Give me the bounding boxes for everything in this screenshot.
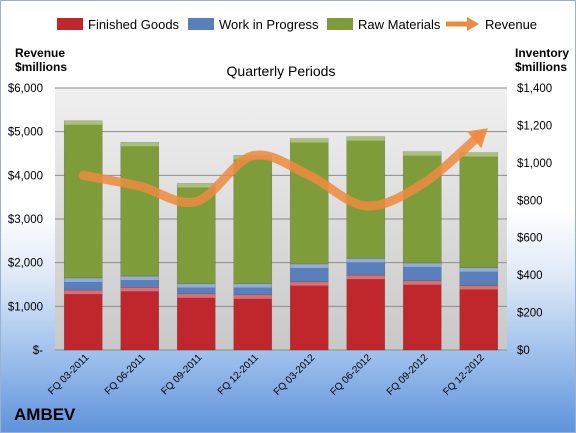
left-tick-label: $1,000 bbox=[8, 301, 43, 313]
category-label: FQ 09-2012 bbox=[385, 352, 431, 398]
bar-highlight-raw-materials bbox=[459, 152, 498, 157]
bar-highlight-work-in-progress bbox=[290, 263, 329, 268]
bar-raw-materials bbox=[233, 155, 273, 284]
bar-finished-goods bbox=[289, 281, 329, 351]
bar-finished-goods bbox=[120, 287, 160, 351]
category-label: FQ 03-2011 bbox=[46, 352, 91, 397]
right-tick-label: $200 bbox=[517, 308, 543, 320]
legend-item-revenue: Revenue bbox=[446, 17, 537, 32]
bar-highlight-raw-materials bbox=[64, 120, 103, 125]
bar-finished-goods bbox=[233, 294, 273, 351]
legend-label-work-in-progress: Work in Progress bbox=[219, 17, 319, 32]
bar-highlight-finished-goods bbox=[177, 293, 216, 298]
legend-label-raw-materials: Raw Materials bbox=[358, 17, 441, 32]
left-tick-label: $6,000 bbox=[8, 83, 43, 95]
bar-highlight-raw-materials bbox=[403, 151, 442, 156]
right-tick-label: $1,000 bbox=[517, 158, 552, 170]
right-tick-label: $1,400 bbox=[517, 83, 552, 95]
right-tick-label: $400 bbox=[517, 270, 543, 282]
bar-highlight-finished-goods bbox=[290, 281, 329, 286]
bar-highlight-raw-materials bbox=[346, 136, 385, 141]
bar-finished-goods bbox=[459, 285, 499, 351]
right-axis-ticks: $0 $200 $400 $600 $800 $1,000 $1,200 $1,400 bbox=[517, 83, 552, 357]
bar-highlight-finished-goods bbox=[120, 287, 159, 292]
bar-highlight-finished-goods bbox=[64, 290, 103, 295]
right-tick-label: $1,200 bbox=[517, 120, 552, 132]
category-labels: FQ 03-2011 FQ 06-2011 FQ 09-2011 FQ 12-2011… bbox=[46, 352, 487, 398]
bar-highlight-work-in-progress bbox=[177, 283, 216, 288]
legend-item-work-in-progress: Work in Progress bbox=[188, 17, 319, 32]
legend-arrow-revenue bbox=[467, 17, 479, 31]
bar-highlight-finished-goods bbox=[346, 275, 385, 280]
bar-highlight-raw-materials bbox=[177, 183, 216, 188]
bar-raw-materials bbox=[459, 152, 499, 268]
bar-work-in-progress bbox=[120, 275, 160, 288]
legend-item-finished-goods: Finished Goods bbox=[57, 17, 180, 32]
right-axis-title-line1: Inventory bbox=[515, 46, 569, 60]
category-label: FQ 06-2011 bbox=[103, 352, 148, 397]
legend-swatch-raw-materials bbox=[327, 18, 353, 30]
chart-title: Quarterly Periods bbox=[227, 63, 336, 79]
legend: Finished Goods Work in Progress Raw Mate… bbox=[57, 17, 537, 32]
legend-label-finished-goods: Finished Goods bbox=[88, 17, 180, 32]
category-label: FQ 06-2012 bbox=[328, 352, 374, 398]
category-label: FQ 12-2011 bbox=[216, 352, 261, 397]
bar-highlight-work-in-progress bbox=[346, 258, 385, 263]
left-tick-label: $4,000 bbox=[8, 170, 43, 182]
bar-raw-materials bbox=[120, 141, 160, 277]
bar-finished-goods bbox=[346, 274, 386, 351]
bar-highlight-work-in-progress bbox=[459, 267, 498, 272]
legend-swatch-finished-goods bbox=[57, 18, 83, 30]
left-axis-title-line1: Revenue bbox=[15, 46, 65, 60]
bar-highlight-finished-goods bbox=[403, 280, 442, 285]
right-tick-label: $800 bbox=[517, 195, 543, 207]
left-axis-title-line2: $millions bbox=[15, 60, 67, 74]
category-label: FQ 09-2011 bbox=[159, 352, 204, 397]
left-tick-label: $- bbox=[33, 345, 43, 357]
bar-highlight-raw-materials bbox=[290, 138, 329, 143]
bar-work-in-progress bbox=[176, 283, 216, 295]
category-label: FQ 03-2012 bbox=[272, 352, 318, 398]
company-name: AMBEV bbox=[14, 405, 76, 424]
category-label: FQ 12-2012 bbox=[441, 352, 487, 398]
right-tick-label: $600 bbox=[517, 233, 543, 245]
left-tick-label: $5,000 bbox=[8, 127, 43, 139]
revenue-arrowhead bbox=[467, 128, 488, 149]
bar-highlight-work-in-progress bbox=[64, 277, 103, 282]
left-tick-label: $2,000 bbox=[8, 258, 43, 270]
bar-work-in-progress bbox=[233, 283, 273, 296]
left-axis-ticks: $- $1,000 $2,000 $3,000 $4,000 $5,000 $6,000 bbox=[8, 83, 43, 357]
bar-finished-goods bbox=[176, 293, 216, 351]
left-tick-label: $3,000 bbox=[8, 214, 43, 226]
right-axis-title-line2: $millions bbox=[515, 60, 567, 74]
bar-highlight-finished-goods bbox=[233, 294, 272, 299]
revenue-line bbox=[78, 131, 484, 211]
bar-highlight-work-in-progress bbox=[120, 276, 159, 281]
bar-highlight-work-in-progress bbox=[233, 283, 272, 288]
legend-swatch-work-in-progress bbox=[188, 18, 214, 30]
bar-finished-goods bbox=[402, 280, 442, 351]
bar-raw-materials bbox=[289, 138, 329, 265]
bar-finished-goods bbox=[63, 289, 103, 351]
bar-raw-materials bbox=[63, 120, 103, 279]
bar-highlight-raw-materials bbox=[120, 142, 159, 147]
bar-highlight-finished-goods bbox=[459, 285, 498, 290]
legend-item-raw-materials: Raw Materials bbox=[327, 17, 441, 32]
right-tick-label: $0 bbox=[517, 345, 530, 357]
legend-label-revenue: Revenue bbox=[485, 17, 537, 32]
bar-series bbox=[63, 120, 499, 351]
bar-highlight-work-in-progress bbox=[403, 262, 442, 267]
bar-raw-materials bbox=[402, 151, 442, 264]
